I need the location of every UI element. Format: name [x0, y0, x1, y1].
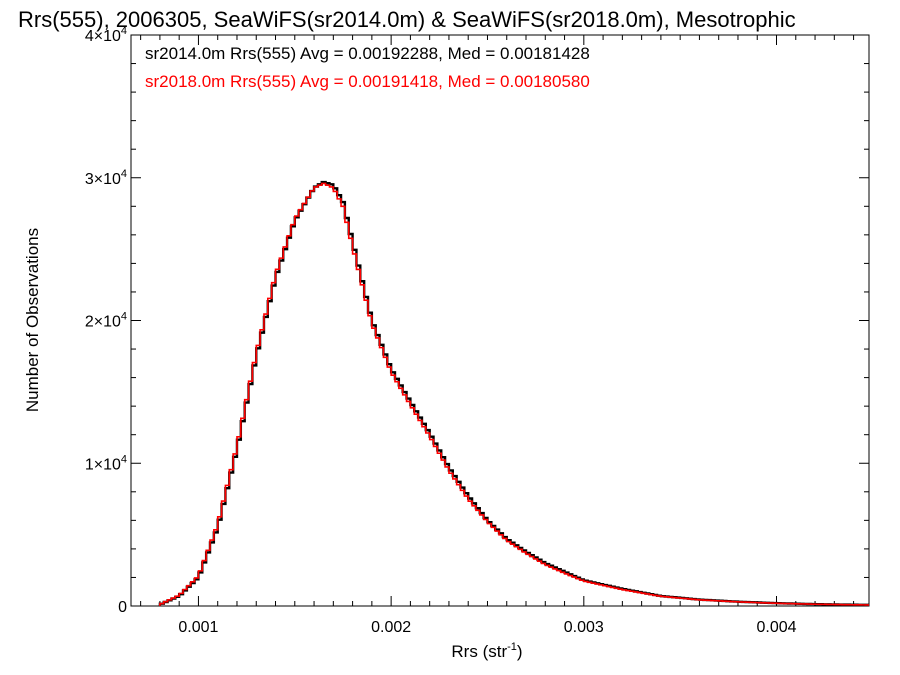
y-tick-label-main: 0 [118, 599, 127, 616]
y-tick-label-main: 1×10 [85, 456, 121, 473]
y-tick-label: 3×104 [85, 168, 127, 188]
y-tick-label: 1×104 [85, 453, 127, 473]
series-line-1 [159, 182, 869, 606]
series-line-0 [158, 180, 869, 607]
x-axis-label-end: ) [517, 642, 523, 661]
y-tick-label: 0 [118, 599, 127, 616]
x-axis-label: Rrs (str-1) [451, 641, 522, 661]
y-tick-label-main: 2×10 [85, 314, 121, 331]
legend: sr2014.0m Rrs(555) Avg = 0.00192288, Med… [145, 44, 590, 91]
y-tick-label-main: 3×10 [85, 171, 121, 188]
legend-entry: sr2018.0m Rrs(555) Avg = 0.00191418, Med… [145, 72, 590, 91]
y-axis-label: Number of Observations [23, 228, 42, 412]
y-tick-label-sup: 4 [121, 453, 127, 465]
chart-title: Rrs(555), 2006305, SeaWiFS(sr2014.0m) & … [18, 7, 796, 32]
legend-entry: sr2014.0m Rrs(555) Avg = 0.00192288, Med… [145, 44, 590, 63]
y-tick-label-sup: 4 [121, 25, 127, 37]
x-axis-label-main: Rrs (str [451, 642, 507, 661]
y-tick-label-main: 4×10 [85, 28, 121, 45]
x-tick-label: 0.003 [564, 619, 604, 636]
axis-ticks: 0.001 0.002 0.003 0.00401×1042×1043×1044×10… [85, 25, 869, 636]
y-tick-label: 4×104 [85, 25, 127, 45]
x-tick-label: 0.001 [178, 619, 218, 636]
plot-frame [130, 34, 870, 607]
series-lines [158, 180, 869, 607]
x-tick-label: 0.004 [756, 619, 796, 636]
y-tick-label: 2×104 [85, 311, 127, 331]
x-tick-label: 0.002 [371, 619, 411, 636]
x-axis-label-sup: -1 [507, 641, 517, 653]
y-tick-label-sup: 4 [121, 311, 127, 323]
y-tick-label-sup: 4 [121, 168, 127, 180]
